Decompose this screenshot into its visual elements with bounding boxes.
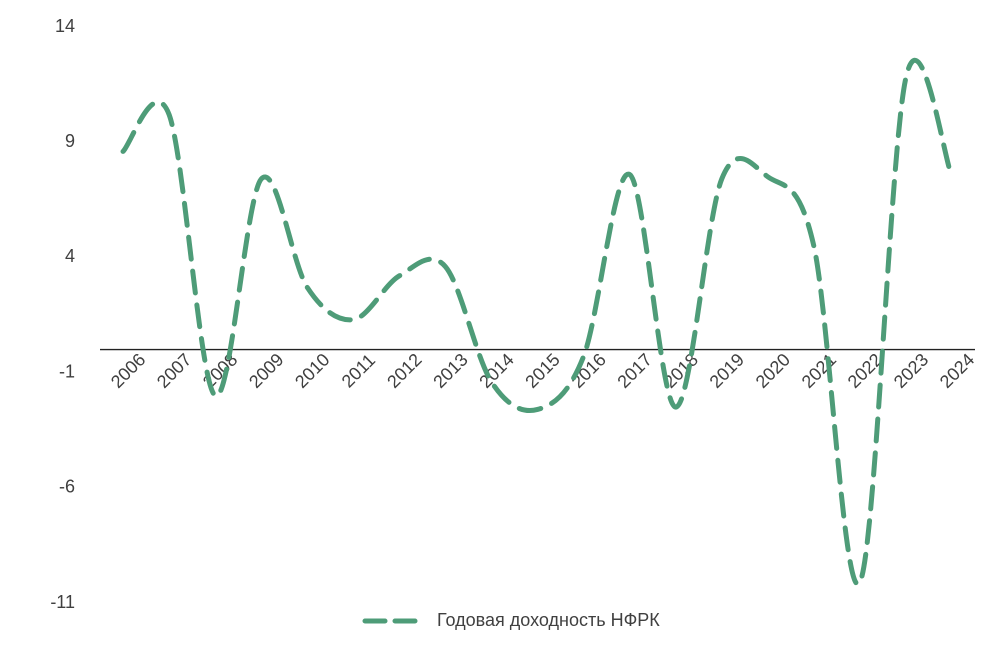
x-tick-label: 2020 bbox=[752, 349, 794, 391]
x-tick-label: 2013 bbox=[429, 349, 471, 391]
x-tick-label: 2009 bbox=[245, 349, 287, 391]
x-tick-label: 2016 bbox=[567, 349, 609, 391]
x-tick-label: 2021 bbox=[798, 349, 840, 391]
x-tick-label: 2010 bbox=[291, 349, 333, 391]
x-tick-label: 2017 bbox=[613, 349, 655, 391]
y-tick-label: -1 bbox=[59, 361, 75, 381]
x-tick-label: 2015 bbox=[521, 349, 563, 391]
legend-label: Годовая доходность НФРК bbox=[437, 610, 660, 630]
x-tick-label: 2007 bbox=[153, 349, 195, 391]
y-tick-label: -11 bbox=[50, 592, 75, 612]
x-tick-label: 2023 bbox=[890, 349, 932, 391]
y-tick-label: 14 bbox=[55, 16, 75, 36]
y-tick-label: -6 bbox=[59, 477, 75, 497]
x-tick-label: 2006 bbox=[107, 349, 149, 391]
x-tick-label: 2019 bbox=[706, 349, 748, 391]
x-tick-label: 2024 bbox=[936, 349, 978, 391]
x-tick-label: 2012 bbox=[383, 349, 425, 391]
series-line bbox=[120, 57, 955, 587]
y-tick-label: 4 bbox=[65, 246, 75, 266]
x-tick-label: 2011 bbox=[338, 350, 380, 392]
y-tick-label: 9 bbox=[65, 131, 75, 151]
